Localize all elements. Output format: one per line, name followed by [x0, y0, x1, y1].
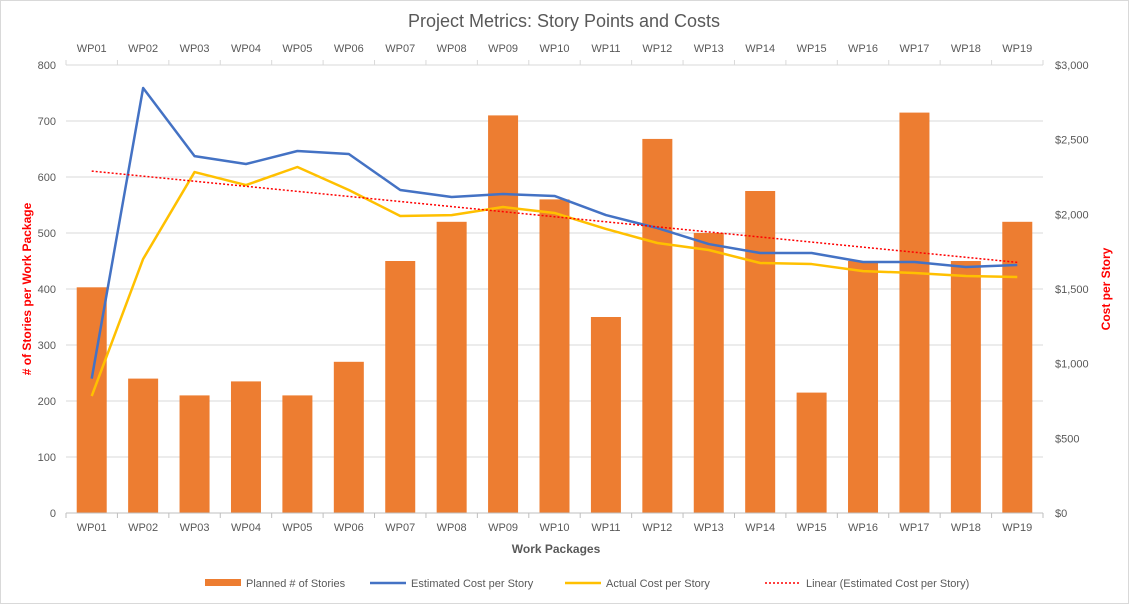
x2-tick-label: WP19 — [1002, 43, 1032, 55]
y2-tick-label: $0 — [1055, 508, 1067, 520]
legend-label: Linear (Estimated Cost per Story) — [806, 578, 969, 590]
x2-tick-label: WP16 — [848, 43, 878, 55]
x-tick-label: WP04 — [231, 522, 261, 534]
bar-wp04 — [230, 381, 261, 513]
x-tick-label: WP15 — [797, 522, 827, 534]
y2-tick-label: $2,000 — [1055, 209, 1089, 221]
legend-label: Actual Cost per Story — [606, 578, 710, 590]
x-tick-label: WP19 — [1002, 522, 1032, 534]
y2-tick-label: $1,000 — [1055, 359, 1089, 371]
bar-wp12 — [642, 138, 673, 514]
y-tick-label: 300 — [38, 340, 56, 352]
x2-tick-label: WP03 — [180, 43, 210, 55]
x2-tick-label: WP04 — [231, 43, 261, 55]
bar-wp11 — [590, 317, 621, 513]
bar-wp16 — [848, 261, 879, 513]
bar-wp14 — [745, 191, 776, 513]
line-estimated-cost-per-story — [90, 86, 1018, 379]
x2-tick-label: WP08 — [437, 43, 467, 55]
bar-wp13 — [693, 233, 724, 513]
y-tick-label: 800 — [38, 60, 56, 72]
y2-axis-title: Cost per Story — [1099, 247, 1113, 330]
x2-tick-label: WP06 — [334, 43, 364, 55]
y2-tick-label: $3,000 — [1055, 60, 1089, 72]
x-axis-title: Work Packages — [512, 542, 601, 556]
bar-wp15 — [796, 392, 827, 513]
bar-wp07 — [385, 261, 416, 513]
x-tick-label: WP01 — [77, 522, 107, 534]
x2-tick-label: WP15 — [797, 43, 827, 55]
bar-wp18 — [950, 261, 981, 513]
x2-tick-label: WP02 — [128, 43, 158, 55]
x-tick-label: WP14 — [745, 522, 775, 534]
x-tick-label: WP12 — [642, 522, 672, 534]
y-axis-title: # of Stories per Work Package — [20, 202, 34, 375]
bar-wp10 — [539, 199, 570, 513]
y2-tick-label: $2,500 — [1055, 135, 1089, 147]
x-tick-label: WP02 — [128, 522, 158, 534]
x-tick-label: WP05 — [282, 522, 312, 534]
y-tick-label: 500 — [38, 228, 56, 240]
bar-wp19 — [1002, 221, 1033, 514]
bar-wp08 — [436, 221, 467, 514]
x2-tick-label: WP10 — [540, 43, 570, 55]
y2-tick-label: $500 — [1055, 433, 1079, 445]
x-tick-label: WP08 — [437, 522, 467, 534]
x-tick-label: WP03 — [180, 522, 210, 534]
legend: Planned # of Stories Estimated Cost per S… — [205, 578, 969, 590]
x2-tick-label: WP13 — [694, 43, 724, 55]
x2-tick-label: WP01 — [77, 43, 107, 55]
x2-tick-label: WP18 — [951, 43, 981, 55]
x2-tick-label: WP12 — [642, 43, 672, 55]
x2-tick-label: WP09 — [488, 43, 518, 55]
line-actual-cost-per-story — [90, 165, 1018, 397]
x2-tick-label: WP14 — [745, 43, 775, 55]
x-tick-label: WP10 — [540, 522, 570, 534]
x2-tick-label: WP11 — [591, 43, 620, 55]
legend-swatch-bar — [205, 579, 241, 586]
y-tick-label: 0 — [50, 508, 56, 520]
x-tick-label: WP07 — [385, 522, 415, 534]
y-tick-label: 200 — [38, 396, 56, 408]
chart-title: Project Metrics: Story Points and Costs — [408, 11, 720, 31]
x-tick-label: WP09 — [488, 522, 518, 534]
bar-wp03 — [179, 395, 210, 513]
y-tick-label: 100 — [38, 452, 56, 464]
y2-tick-label: $1,500 — [1055, 284, 1089, 296]
x-tick-label: WP17 — [899, 522, 929, 534]
x2-tick-label: WP05 — [282, 43, 312, 55]
legend-label: Estimated Cost per Story — [411, 578, 534, 590]
x-tick-label: WP13 — [694, 522, 724, 534]
y-tick-label: 700 — [38, 116, 56, 128]
x2-tick-label: WP07 — [385, 43, 415, 55]
bar-wp05 — [282, 395, 313, 513]
trendline-estimated-cost — [91, 170, 1018, 264]
x-tick-label: WP11 — [591, 522, 620, 534]
y-tick-label: 600 — [38, 172, 56, 184]
x2-tick-label: WP17 — [899, 43, 929, 55]
bar-wp02 — [128, 378, 159, 513]
x-tick-label: WP16 — [848, 522, 878, 534]
bar-wp06 — [333, 361, 364, 513]
x-tick-label: WP06 — [334, 522, 364, 534]
legend-label: Planned # of Stories — [246, 578, 346, 590]
x-tick-label: WP18 — [951, 522, 981, 534]
bar-wp09 — [488, 115, 519, 514]
bar-wp17 — [899, 112, 930, 513]
y-tick-label: 400 — [38, 284, 56, 296]
